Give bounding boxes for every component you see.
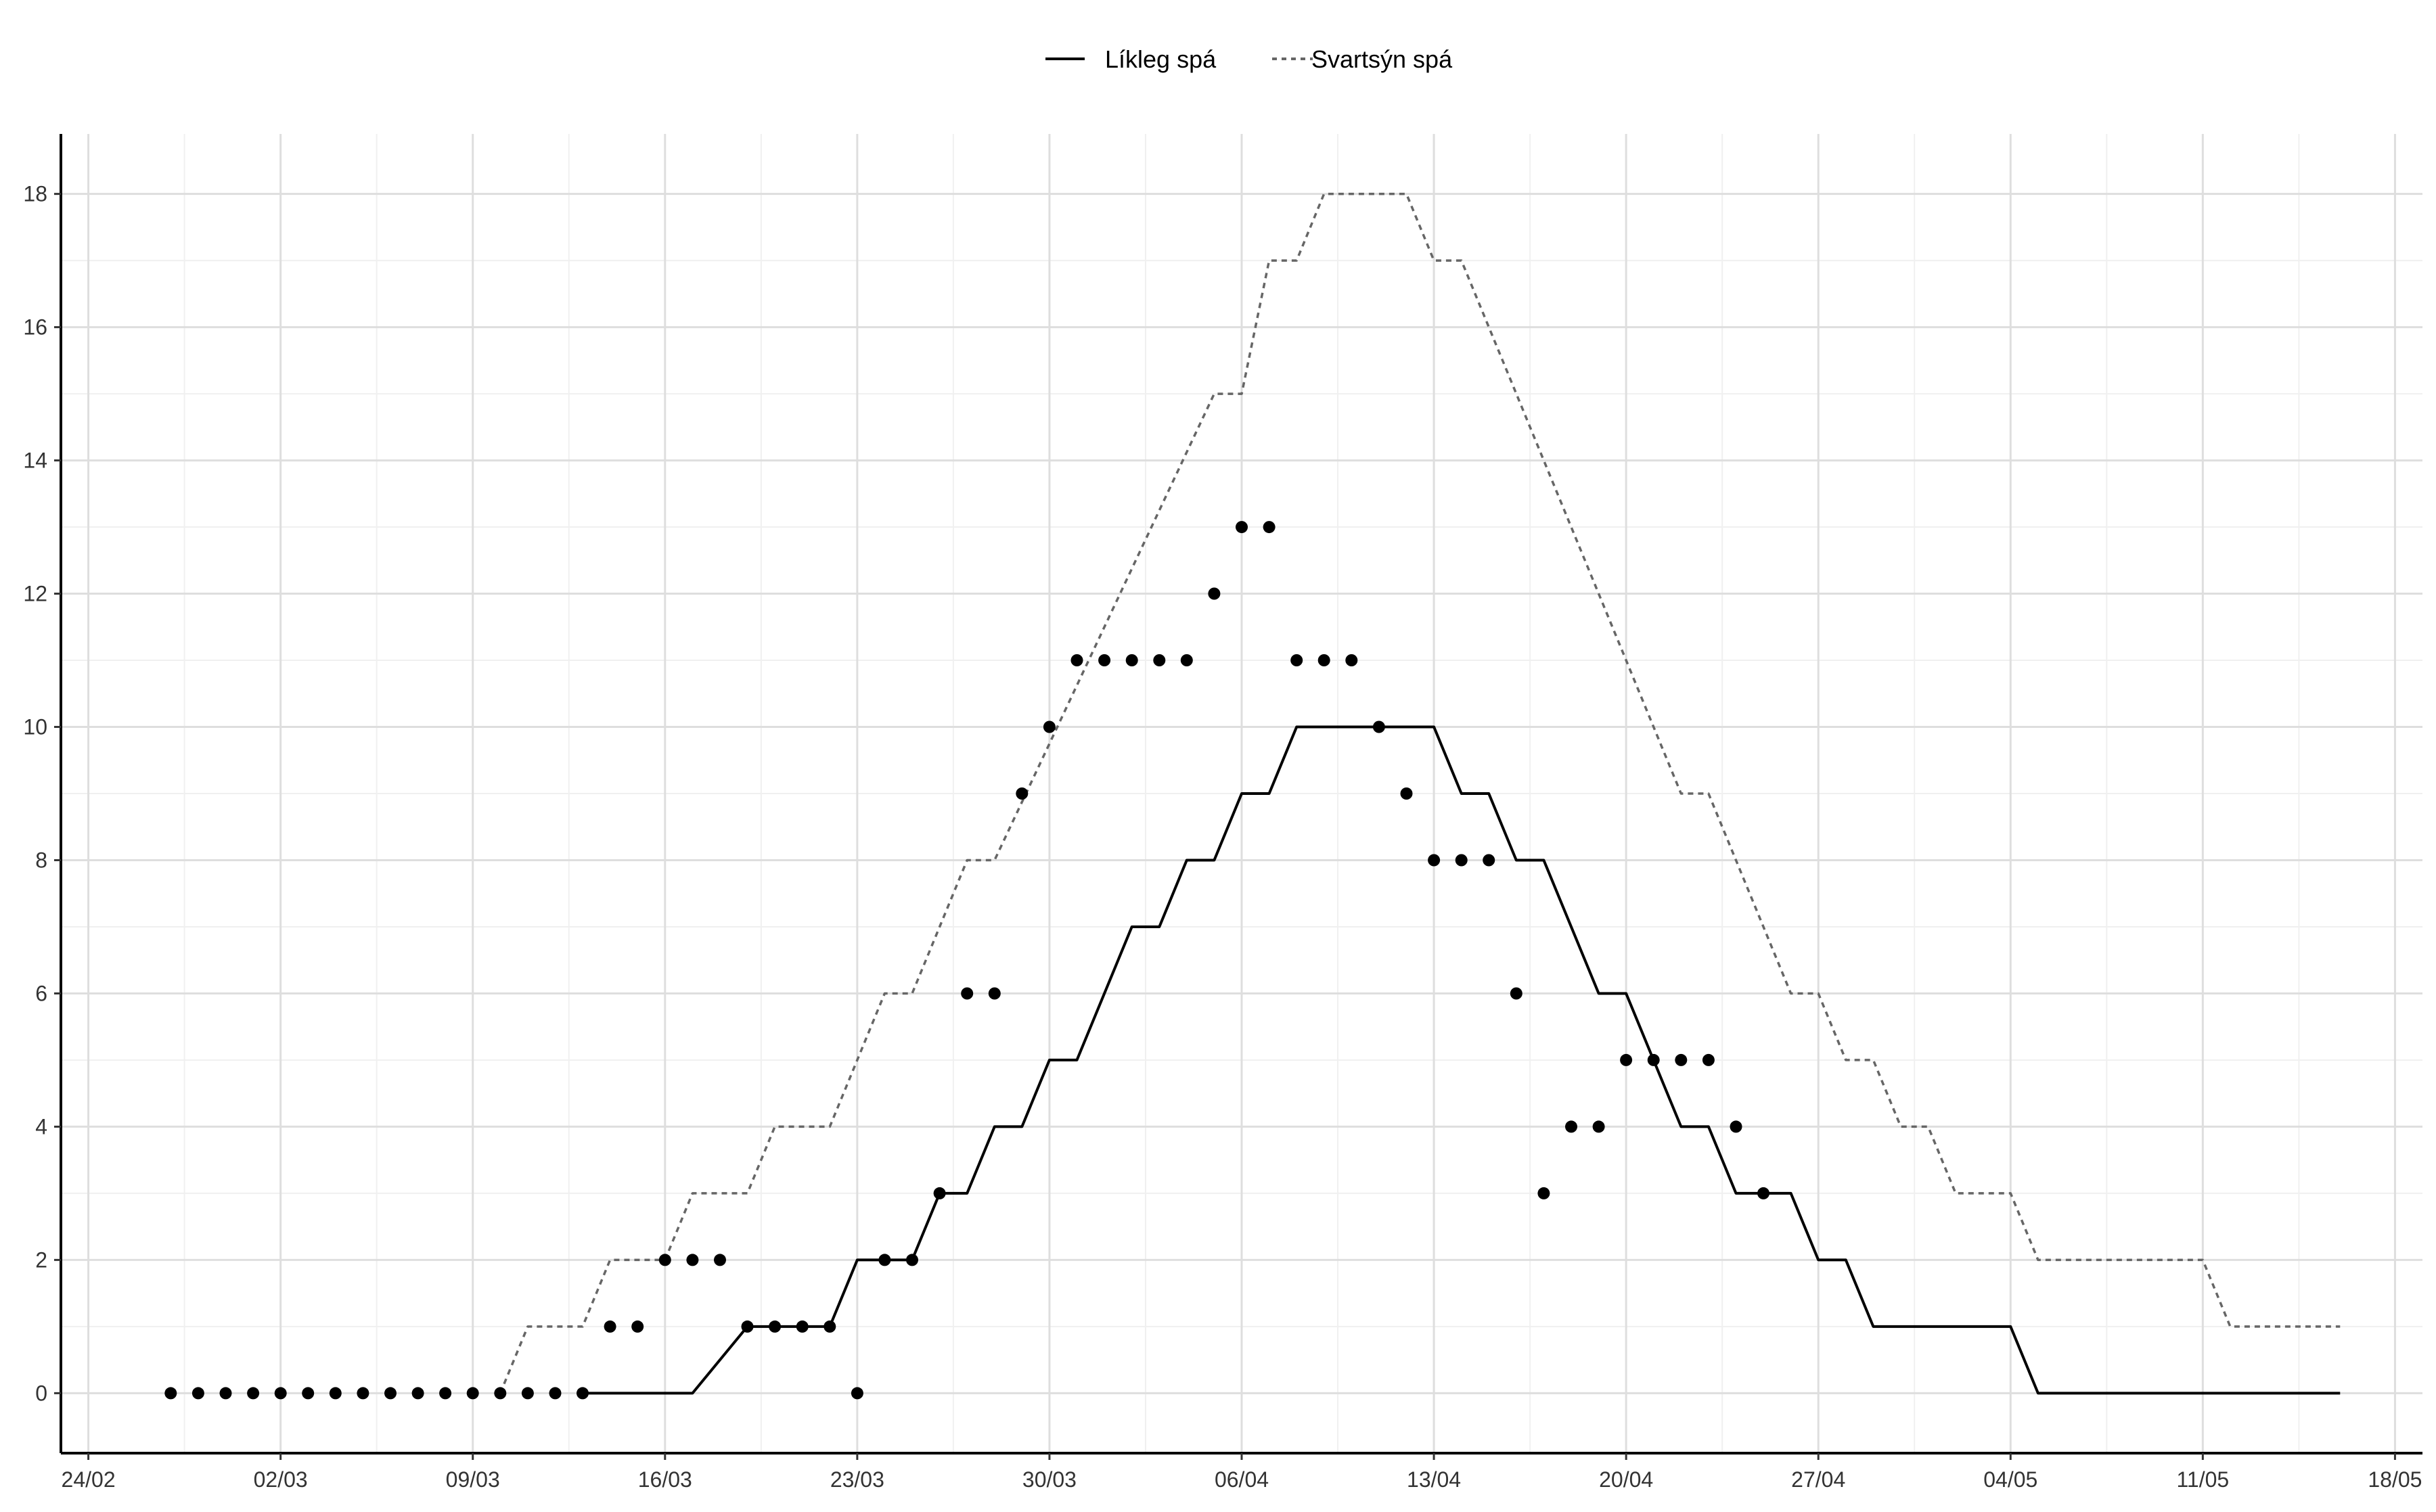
x-tick-label: 24/02 [62, 1467, 116, 1492]
data-point [191, 1387, 204, 1400]
x-tick-label: 18/05 [2368, 1467, 2422, 1492]
data-point [521, 1387, 534, 1400]
data-point [466, 1387, 479, 1400]
data-point [1098, 654, 1111, 666]
data-point [1208, 587, 1221, 600]
legend: Líkleg spá Svartsýn spá [1045, 45, 1453, 73]
data-point [686, 1254, 699, 1266]
x-tick-label: 23/03 [830, 1467, 884, 1492]
data-point [933, 1187, 946, 1199]
data-point [411, 1387, 424, 1400]
data-point [878, 1254, 891, 1266]
x-tick-label: 11/05 [2176, 1467, 2229, 1492]
data-point [1345, 654, 1358, 666]
data-point [1455, 854, 1468, 867]
data-point [988, 987, 1001, 1000]
y-tick-label: 0 [35, 1381, 47, 1405]
data-point [1236, 521, 1248, 534]
data-point [1400, 787, 1413, 800]
x-tick-label: 20/04 [1599, 1467, 1653, 1492]
data-point [1647, 1053, 1660, 1066]
x-tick-label: 27/04 [1791, 1467, 1845, 1492]
data-point [384, 1387, 397, 1400]
data-point [1317, 654, 1330, 666]
y-tick-label: 12 [23, 582, 47, 606]
y-tick-label: 16 [23, 315, 47, 340]
data-point [851, 1387, 863, 1400]
legend-label-likleg-spa: Líkleg spá [1105, 45, 1217, 73]
data-point [906, 1254, 918, 1266]
data-point [247, 1387, 260, 1400]
data-point [1702, 1053, 1715, 1066]
data-point [1263, 521, 1276, 534]
data-point [549, 1387, 562, 1400]
x-tick-label: 09/03 [446, 1467, 500, 1492]
y-tick-label: 8 [35, 848, 47, 872]
data-point [769, 1320, 782, 1333]
data-point [1620, 1053, 1633, 1066]
x-tick-label: 13/04 [1407, 1467, 1461, 1492]
y-tick-label: 4 [35, 1114, 47, 1139]
data-point [1428, 854, 1441, 867]
observed-points [164, 521, 1769, 1400]
data-point [631, 1320, 644, 1333]
series-line-likleg-spa [583, 725, 2341, 1395]
data-point [741, 1320, 754, 1333]
x-ticks: 24/02 02/03 09/03 16/03 23/03 30/03 06/04 13/04… [62, 1453, 2422, 1492]
data-point [329, 1387, 342, 1400]
data-point [1592, 1120, 1605, 1133]
data-point [1070, 654, 1083, 666]
data-point [658, 1254, 671, 1266]
data-point [1565, 1120, 1577, 1133]
data-point [494, 1387, 507, 1400]
data-point [577, 1387, 589, 1400]
data-point [1510, 987, 1522, 1000]
data-point [796, 1320, 809, 1333]
data-point [824, 1320, 836, 1333]
data-point [1730, 1120, 1742, 1133]
data-point [1372, 720, 1385, 733]
y-tick-label: 2 [35, 1247, 47, 1272]
data-point [1016, 787, 1029, 800]
data-point [1483, 854, 1495, 867]
series-lines [499, 192, 2341, 1395]
data-point [714, 1254, 726, 1266]
data-point [1043, 720, 1056, 733]
data-point [961, 987, 974, 1000]
data-point [1290, 654, 1303, 666]
y-ticks: 0 2 4 6 8 10 12 14 16 18 [23, 182, 61, 1405]
data-point [219, 1387, 232, 1400]
data-point [164, 1387, 177, 1400]
legend-label-svartsyn-spa: Svartsýn spá [1311, 45, 1453, 73]
x-tick-label: 30/03 [1022, 1467, 1077, 1492]
data-point [439, 1387, 452, 1400]
x-tick-label: 16/03 [638, 1467, 692, 1492]
data-point [302, 1387, 315, 1400]
x-tick-label: 06/04 [1215, 1467, 1269, 1492]
data-point [1153, 654, 1166, 666]
x-tick-label: 02/03 [254, 1467, 308, 1492]
data-point [1537, 1187, 1550, 1199]
y-tick-label: 14 [23, 449, 47, 473]
data-point [274, 1387, 287, 1400]
y-tick-label: 18 [23, 182, 47, 206]
data-point [1180, 654, 1193, 666]
y-tick-label: 6 [35, 981, 47, 1005]
y-tick-label: 10 [23, 715, 47, 739]
data-point [604, 1320, 616, 1333]
data-point [1757, 1187, 1769, 1199]
x-tick-label: 04/05 [1983, 1467, 2037, 1492]
data-point [357, 1387, 369, 1400]
data-point [1125, 654, 1138, 666]
data-point [1675, 1053, 1688, 1066]
